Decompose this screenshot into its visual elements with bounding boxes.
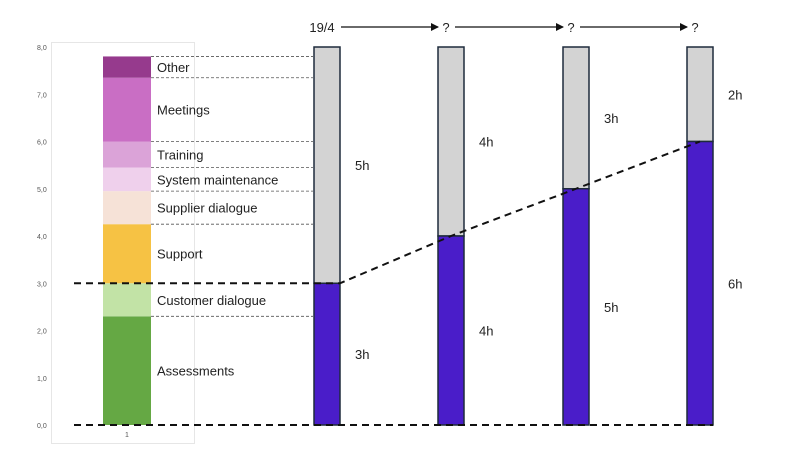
- segment-other: [103, 56, 151, 78]
- bar-label-allocated: 3h: [355, 347, 369, 362]
- bar-segment-remaining: [313, 46, 341, 284]
- bar-label-allocated: 4h: [479, 324, 493, 339]
- y-tick-label: 5,0: [37, 187, 47, 194]
- reference-chart-frame: [51, 42, 195, 444]
- bar-label-remaining: 3h: [604, 111, 618, 126]
- segment-support: [103, 224, 151, 284]
- bar-label-allocated: 6h: [728, 276, 742, 291]
- y-tick-label: 3,0: [37, 281, 47, 288]
- segment-label: Meetings: [157, 103, 210, 118]
- segment-customer-dialogue: [103, 283, 151, 317]
- timeline-label: ?: [442, 20, 449, 35]
- segment-label: Assessments: [157, 364, 235, 379]
- bar-segment-remaining: [686, 46, 714, 143]
- segment-label: Training: [157, 147, 203, 162]
- y-tick-label: 8,0: [37, 45, 47, 52]
- timeline-label: ?: [567, 20, 574, 35]
- bar-label-allocated: 5h: [604, 300, 618, 315]
- bar-segment-remaining: [562, 46, 590, 190]
- timeline-label: ?: [691, 20, 698, 35]
- segment-label: Support: [157, 247, 203, 262]
- segment-label: Supplier dialogue: [157, 201, 257, 216]
- segment-meetings: [103, 77, 151, 142]
- timeline-label: 19/4: [309, 20, 334, 35]
- bar-label-remaining: 5h: [355, 158, 369, 173]
- segment-assessments: [103, 316, 151, 425]
- bar-segment-allocated: [313, 282, 341, 426]
- bar-segment-allocated: [437, 235, 465, 426]
- y-tick-label: 4,0: [37, 234, 47, 241]
- y-tick-label: 1,0: [37, 376, 47, 383]
- bar-segment-allocated: [686, 140, 714, 426]
- segment-system-maintenance: [103, 167, 151, 192]
- y-tick-label: 7,0: [37, 92, 47, 99]
- segment-label: System maintenance: [157, 172, 278, 187]
- allocation-trend-line: [74, 140, 701, 285]
- bar-label-remaining: 2h: [728, 87, 742, 102]
- segment-supplier-dialogue: [103, 191, 151, 225]
- y-tick-label: 6,0: [37, 140, 47, 147]
- segment-training: [103, 141, 151, 168]
- y-tick-label: 2,0: [37, 329, 47, 336]
- bar-label-remaining: 4h: [479, 135, 493, 150]
- x-tick-label: 1: [125, 432, 129, 439]
- segment-label: Customer dialogue: [157, 293, 266, 308]
- bar-segment-allocated: [562, 188, 590, 426]
- segment-label: Other: [157, 60, 190, 75]
- bar-segment-remaining: [437, 46, 465, 237]
- y-tick-label: 0,0: [37, 423, 47, 430]
